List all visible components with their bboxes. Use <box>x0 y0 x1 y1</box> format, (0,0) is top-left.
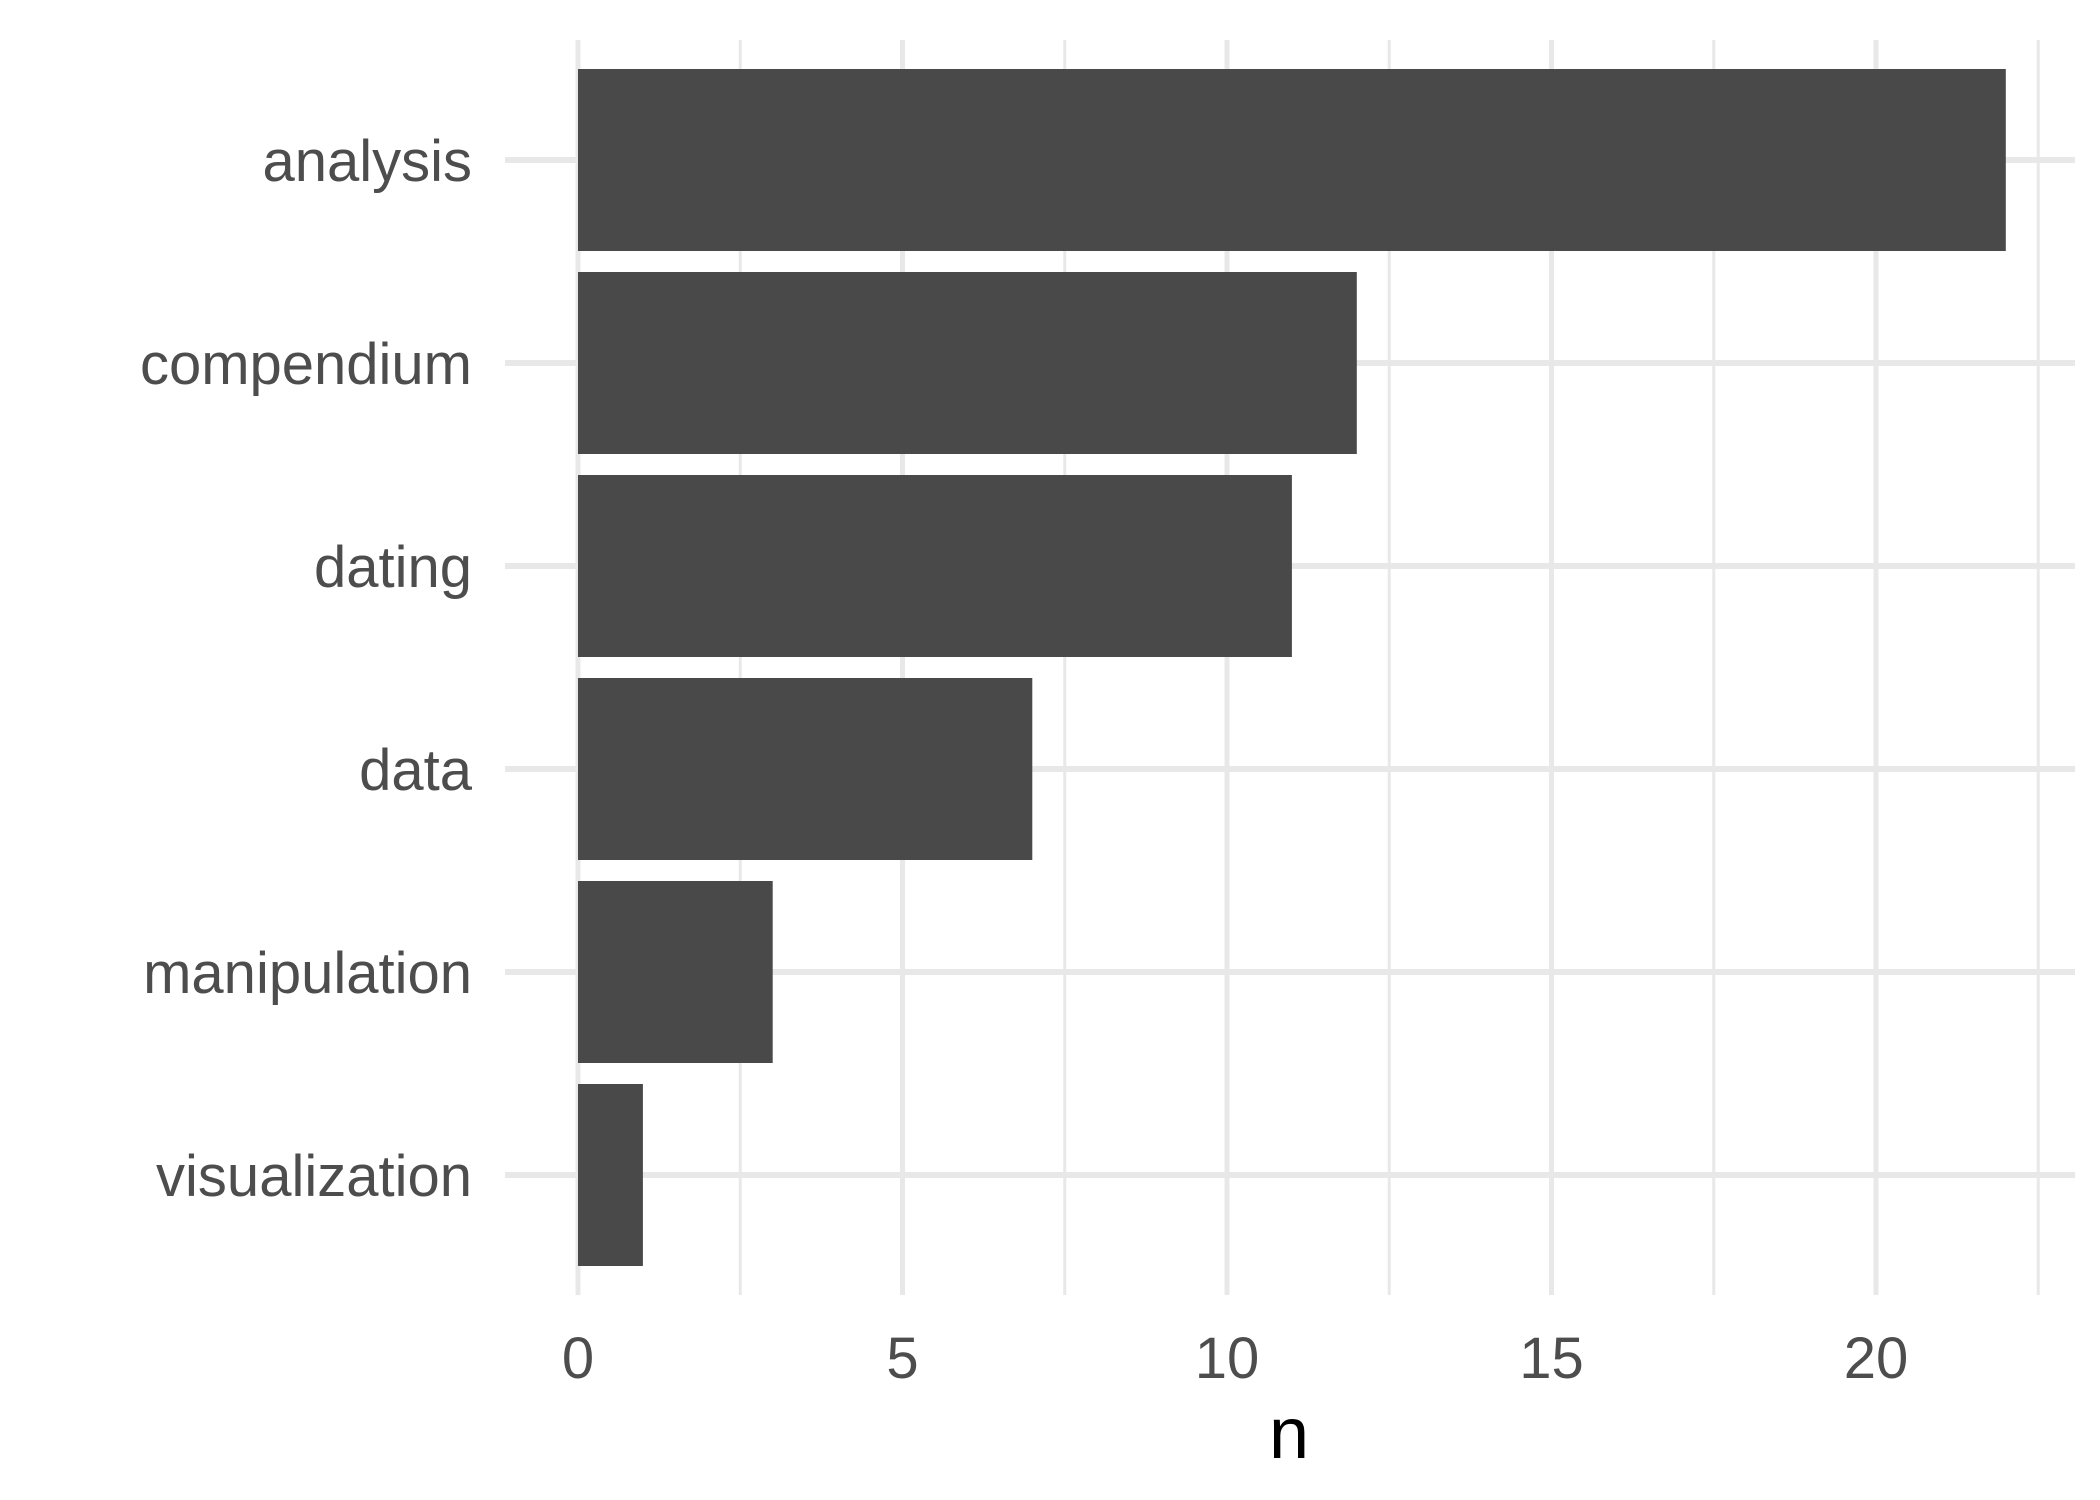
bar-manipulation <box>578 881 773 1063</box>
y-tick-label: compendium <box>140 332 472 397</box>
y-tick-labels: analysis compendium dating data manipulation… <box>140 129 473 1209</box>
y-tick-label: data <box>359 738 473 803</box>
bars <box>578 69 2006 1266</box>
y-tick-label: analysis <box>262 129 472 194</box>
bar-compendium <box>578 272 1357 454</box>
x-tick-labels: 0 5 10 15 20 <box>562 1326 1908 1391</box>
x-tick-label: 10 <box>1195 1326 1260 1391</box>
y-tick-label: visualization <box>156 1144 472 1209</box>
y-tick-label: manipulation <box>143 941 472 1006</box>
x-tick-label: 20 <box>1844 1326 1909 1391</box>
x-tick-label: 5 <box>886 1326 918 1391</box>
x-tick-label: 15 <box>1519 1326 1584 1391</box>
y-tick-label: dating <box>314 535 472 600</box>
bar-visualization <box>578 1084 643 1266</box>
bar-dating <box>578 475 1292 657</box>
x-tick-label: 0 <box>562 1326 594 1391</box>
bar-data <box>578 678 1033 860</box>
bar-analysis <box>578 69 2006 251</box>
x-axis-title: n <box>1269 1394 1309 1474</box>
